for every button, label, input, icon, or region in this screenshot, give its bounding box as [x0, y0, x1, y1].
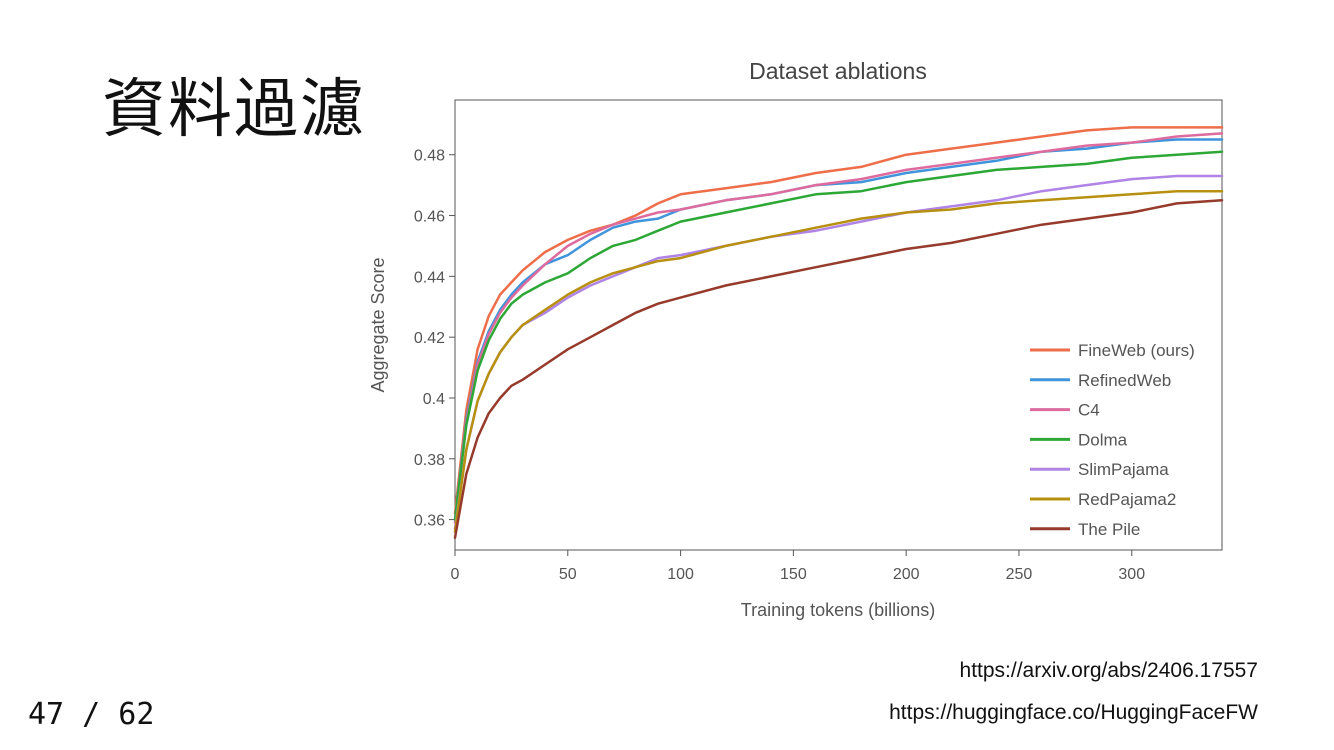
legend-label-c4: C4: [1078, 401, 1100, 420]
chart-legend: FineWeb (ours) RefinedWeb C4 Dolma SlimPajam…: [1030, 341, 1195, 539]
slide-title: 資料過濾: [102, 73, 366, 147]
legend-label-fineweb-ours: FineWeb (ours): [1078, 341, 1195, 360]
legend-label-the-pile: The Pile: [1078, 520, 1140, 539]
plot-frame: [454, 99, 1223, 551]
legend-label-refinedweb: RefinedWeb: [1078, 371, 1171, 390]
y-tick-label: 0.36: [414, 513, 445, 530]
x-tick-label: 250: [1006, 566, 1033, 583]
y-tick-label: 0.46: [414, 209, 445, 226]
chart-title: Dataset ablations: [749, 58, 927, 84]
reference-link-arxiv[interactable]: https://arxiv.org/abs/2406.17557: [959, 659, 1258, 682]
x-tick-label: 50: [559, 566, 577, 583]
x-tick-label: 300: [1118, 566, 1145, 583]
y-tick-label: 0.48: [414, 148, 445, 165]
series-line-c4: [453, 132, 1224, 524]
series-line-fineweb-ours: [453, 126, 1224, 515]
y-tick-label: 0.38: [414, 452, 445, 469]
x-axis-label: Training tokens (billions): [741, 600, 935, 620]
x-tick-label: 0: [451, 566, 460, 583]
series-line-dolma: [453, 150, 1224, 521]
series-lines: [453, 126, 1224, 540]
legend-label-redpajama2: RedPajama2: [1078, 490, 1176, 509]
series-line-redpajama2: [453, 189, 1224, 534]
series-line-the-pile: [453, 199, 1224, 540]
y-tick-label: 0.44: [414, 269, 445, 286]
page-counter: 47 / 62: [28, 697, 155, 732]
x-tick-label: 200: [893, 566, 920, 583]
x-tick-label: 100: [667, 566, 694, 583]
reference-link-huggingface[interactable]: https://huggingface.co/HuggingFaceFW: [889, 701, 1258, 724]
y-tick-label: 0.4: [423, 391, 445, 408]
x-tick-label: 150: [780, 566, 807, 583]
legend-label-dolma: Dolma: [1078, 430, 1128, 449]
y-axis-label: Aggregate Score: [368, 257, 388, 392]
y-tick-label: 0.42: [414, 330, 445, 347]
x-axis: 0 50 100 150 200 250 300: [451, 550, 1145, 583]
legend-label-slimpajama: SlimPajama: [1078, 460, 1169, 479]
y-axis: 0.36 0.38 0.4 0.42 0.44 0.46 0.48: [414, 148, 455, 530]
